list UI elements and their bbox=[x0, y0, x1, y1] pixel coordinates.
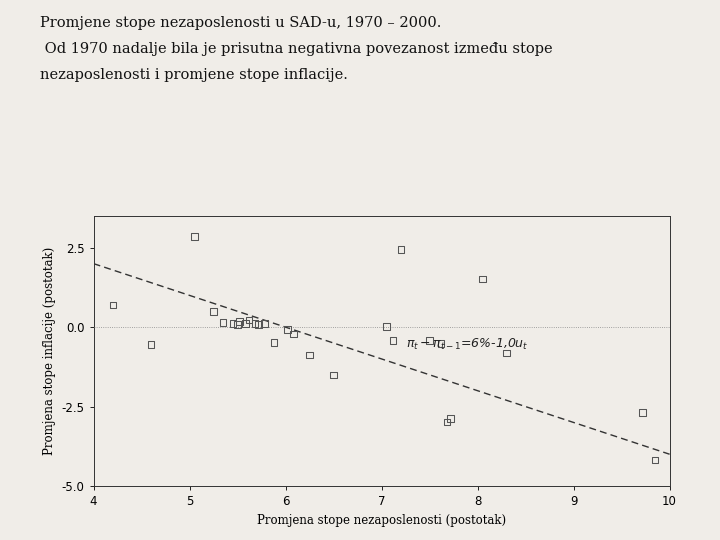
Point bbox=[107, 301, 119, 309]
Point bbox=[441, 417, 453, 426]
Point bbox=[477, 274, 488, 283]
Point bbox=[637, 408, 649, 417]
Point bbox=[243, 316, 255, 325]
Point bbox=[395, 245, 407, 254]
Point bbox=[217, 318, 229, 327]
Text: Od 1970 nadalje bila je prisutna negativna povezanost između stope: Od 1970 nadalje bila je prisutna negativ… bbox=[40, 42, 552, 56]
Point bbox=[258, 319, 270, 328]
Point bbox=[424, 336, 436, 345]
Point bbox=[234, 317, 246, 326]
Point bbox=[269, 338, 280, 347]
Point bbox=[500, 349, 512, 357]
Point bbox=[445, 414, 456, 423]
Point bbox=[249, 319, 261, 328]
Y-axis label: Promjena stope inflacije (postotak): Promjena stope inflacije (postotak) bbox=[43, 247, 56, 455]
Text: $\pi_t - \pi_{t-1}$=6%-1,0$u_t$: $\pi_t - \pi_{t-1}$=6%-1,0$u_t$ bbox=[405, 337, 528, 352]
Point bbox=[145, 340, 157, 349]
Point bbox=[232, 320, 243, 329]
Text: nezaposlenosti i promjene stope inflacije.: nezaposlenosti i promjene stope inflacij… bbox=[40, 68, 348, 82]
Point bbox=[208, 307, 220, 315]
Point bbox=[282, 326, 293, 334]
Point bbox=[240, 319, 251, 328]
Point bbox=[381, 322, 392, 331]
Point bbox=[649, 456, 661, 464]
Point bbox=[189, 232, 200, 241]
X-axis label: Promjena stope nezaposlenosti (postotak): Promjena stope nezaposlenosti (postotak) bbox=[257, 514, 506, 526]
Point bbox=[436, 339, 447, 348]
Point bbox=[287, 330, 299, 339]
Point bbox=[227, 319, 238, 328]
Point bbox=[387, 336, 399, 345]
Point bbox=[253, 320, 264, 329]
Point bbox=[304, 351, 315, 360]
Point bbox=[328, 370, 339, 379]
Text: Promjene stope nezaposlenosti u SAD-u, 1970 – 2000.: Promjene stope nezaposlenosti u SAD-u, 1… bbox=[40, 16, 441, 30]
